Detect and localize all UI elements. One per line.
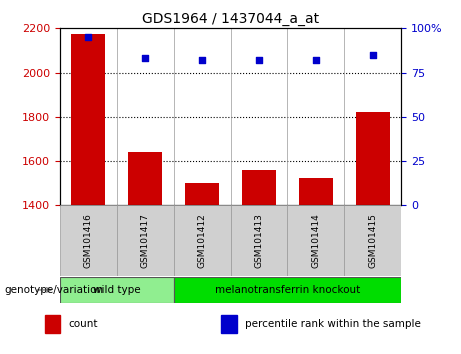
- Text: melanotransferrin knockout: melanotransferrin knockout: [215, 285, 360, 295]
- Text: GSM101414: GSM101414: [311, 213, 320, 268]
- Text: GSM101415: GSM101415: [368, 213, 377, 268]
- Point: [198, 57, 206, 63]
- Point: [312, 57, 319, 63]
- Bar: [299, 178, 333, 205]
- Bar: [174, 277, 401, 303]
- Bar: [230, 205, 287, 276]
- Point: [85, 34, 92, 40]
- Title: GDS1964 / 1437044_a_at: GDS1964 / 1437044_a_at: [142, 12, 319, 26]
- Text: GSM101416: GSM101416: [84, 213, 93, 268]
- Bar: [60, 205, 117, 276]
- Text: GSM101413: GSM101413: [254, 213, 263, 268]
- Bar: [355, 112, 390, 205]
- Bar: [60, 277, 174, 303]
- Bar: [287, 205, 344, 276]
- Point: [142, 56, 149, 61]
- Bar: [128, 152, 162, 205]
- Bar: [71, 34, 106, 205]
- Text: count: count: [68, 319, 98, 329]
- Text: genotype/variation: genotype/variation: [5, 285, 104, 295]
- Point: [255, 57, 263, 63]
- Bar: [221, 315, 237, 333]
- Text: wild type: wild type: [93, 285, 141, 295]
- Bar: [185, 183, 219, 205]
- Bar: [242, 170, 276, 205]
- Text: GSM101417: GSM101417: [141, 213, 150, 268]
- Bar: [117, 205, 174, 276]
- Text: GSM101412: GSM101412: [198, 213, 207, 268]
- Point: [369, 52, 376, 58]
- Bar: [174, 205, 230, 276]
- Bar: [344, 205, 401, 276]
- Text: percentile rank within the sample: percentile rank within the sample: [244, 319, 420, 329]
- Bar: [45, 315, 60, 333]
